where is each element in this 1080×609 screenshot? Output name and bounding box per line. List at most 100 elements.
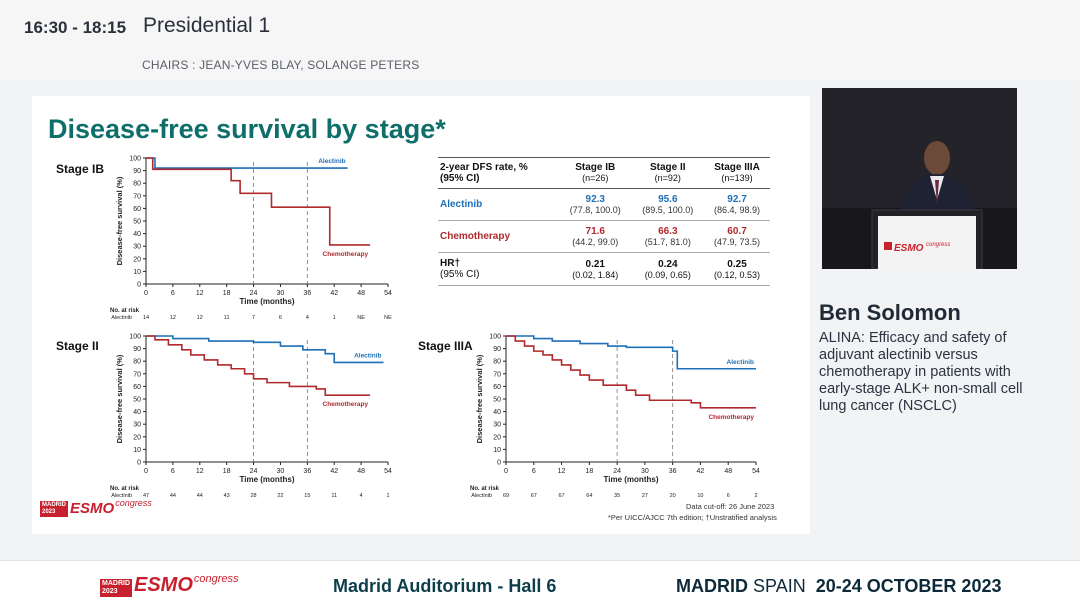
rate-value: 95.6 [658, 194, 678, 205]
x-tick-label: 30 [277, 468, 285, 475]
risk-value: 44 [170, 493, 176, 499]
madrid-badge: MADRID 2023 [100, 579, 132, 597]
km-chart-stage-ib: 0 10 20 30 40 50 60 70 80 90 100 0 6 12 18 24 30 36 42 48 54… [110, 156, 392, 322]
series-label-chemotherapy: Chemotherapy [323, 401, 369, 408]
risk-value: 6 [279, 315, 282, 321]
session-time: 16:30 - 18:15 [24, 18, 127, 37]
risk-value: 43 [224, 493, 230, 499]
risk-value: 12 [170, 315, 176, 321]
km-chart-stage-ii: 0 10 20 30 40 50 60 70 80 90 100 0 6 12 18 24 30 36 42 48 54… [110, 334, 392, 500]
y-tick-label: 60 [493, 384, 501, 391]
speaker-name: Ben Solomon [819, 300, 961, 325]
dfs-rate-table: 2-year DFS rate, % (95% CI) Stage IB (n=… [438, 157, 770, 286]
y-tick-label: 80 [493, 359, 501, 366]
risk-row-name: Alectinib [111, 493, 132, 499]
x-tick-label: 18 [223, 468, 231, 475]
rate-value: 71.6 [585, 226, 605, 237]
risk-value: 6 [727, 493, 730, 499]
y-tick-label: 50 [493, 397, 501, 404]
x-axis-label: Time (months) [240, 475, 295, 484]
x-tick-label: 0 [144, 468, 148, 475]
hr-value: 0.25 [727, 258, 747, 270]
risk-value: 1 [333, 315, 336, 321]
table-header-cell: Stage IIIA (n=139) [704, 157, 770, 189]
footer-esmo-logo: MADRID 2023 ESMO congress [100, 573, 239, 597]
slide-title: Disease-free survival by stage* [48, 114, 446, 144]
risk-value: 14 [143, 315, 149, 321]
y-tick-label: 20 [133, 256, 141, 263]
y-tick-label: 90 [133, 168, 141, 175]
x-tick-label: 0 [504, 468, 508, 475]
y-axis-label: Disease-free survival (%) [115, 354, 124, 443]
x-tick-label: 48 [357, 468, 365, 475]
y-tick-label: 100 [489, 334, 501, 341]
y-tick-label: 50 [133, 219, 141, 226]
risk-table-title: No. at risk [110, 308, 140, 314]
risk-value: 35 [614, 493, 620, 499]
x-tick-label: 12 [558, 468, 566, 475]
x-axis-label: Time (months) [604, 475, 659, 484]
x-tick-label: 54 [384, 468, 392, 475]
series-label-chemotherapy: Chemotherapy [708, 414, 754, 421]
x-tick-label: 6 [171, 468, 175, 475]
y-tick-label: 90 [133, 346, 141, 353]
rate-value: 92.3 [585, 194, 605, 205]
congress-wordmark: congress [193, 573, 239, 585]
table-header-cell: Stage IB (n=26) [559, 157, 632, 189]
risk-value: 1 [386, 493, 389, 499]
table-cell: 0.21 (0.02, 1.84) [559, 252, 632, 286]
y-tick-label: 90 [493, 346, 501, 353]
congress-wordmark: congress [115, 498, 152, 508]
x-axis-label: Time (months) [240, 297, 295, 306]
table-header-cell: Stage II (n=92) [631, 157, 705, 189]
ci-header: (95% CI) [440, 173, 480, 184]
x-tick-label: 54 [752, 468, 760, 475]
table-cell: 0.24 (0.09, 0.65) [631, 252, 705, 286]
y-tick-label: 40 [493, 409, 501, 416]
x-tick-label: 24 [250, 290, 258, 297]
badge-line: 2023 [42, 509, 56, 515]
badge-line: 2023 [102, 588, 118, 595]
podium-esmo-text: ESMO [894, 243, 924, 254]
x-tick-label: 24 [250, 468, 258, 475]
ci-value: (47.9, 73.5) [714, 237, 761, 247]
risk-value: 4 [360, 493, 363, 499]
risk-value: NE [357, 315, 365, 321]
y-tick-label: 40 [133, 409, 141, 416]
risk-table-title: No. at risk [470, 486, 500, 492]
series-label-alectinib: Alectinib [727, 359, 754, 366]
risk-row-name: Alectinib [111, 315, 132, 321]
speaker-video-image: ESMO congress [822, 88, 1017, 269]
risk-value: 2 [754, 493, 757, 499]
risk-value: 11 [224, 315, 230, 321]
session-chairs: CHAIRS : JEAN-YVES BLAY, SOLANGE PETERS [142, 58, 420, 72]
badge-line: MADRID [102, 580, 130, 587]
ci-value: (0.12, 0.53) [714, 269, 761, 280]
badge-line: MADRID [42, 502, 66, 508]
country: SPAIN [753, 576, 806, 596]
risk-value: 22 [277, 493, 283, 499]
stage-ii-label: Stage II [56, 339, 99, 353]
risk-value: 11 [331, 493, 337, 499]
y-tick-label: 80 [133, 181, 141, 188]
footer-bar [0, 560, 1080, 609]
risk-value: 64 [586, 493, 592, 499]
date-range: 20-24 OCTOBER 2023 [815, 576, 1002, 596]
hr-value: 0.24 [658, 258, 678, 270]
x-tick-label: 30 [277, 290, 285, 297]
x-tick-label: 54 [384, 290, 392, 297]
y-tick-label: 0 [497, 460, 501, 467]
hr-value: 0.21 [585, 258, 605, 270]
madrid-badge: MADRID 2023 [40, 501, 68, 517]
x-tick-label: 42 [330, 290, 338, 297]
rate-value: 66.3 [658, 226, 678, 237]
risk-value: 44 [197, 493, 203, 499]
ci-value: (86.4, 98.9) [714, 205, 761, 215]
hr-sublabel: (95% CI) [440, 269, 480, 280]
table-cell: 92.3 (77.8, 100.0) [559, 188, 632, 221]
y-tick-label: 60 [133, 206, 141, 213]
city: MADRID [676, 576, 748, 596]
y-tick-label: 40 [133, 231, 141, 238]
talk-title: ALINA: Efficacy and safety of adjuvant a… [819, 330, 1023, 414]
y-tick-label: 60 [133, 384, 141, 391]
